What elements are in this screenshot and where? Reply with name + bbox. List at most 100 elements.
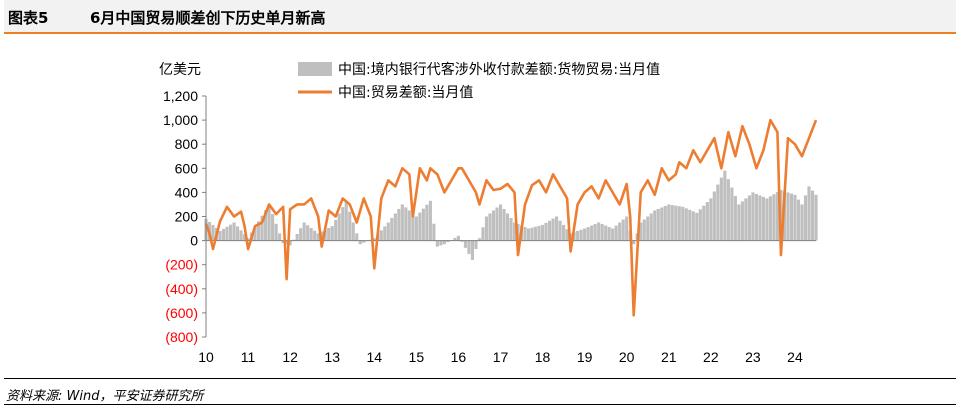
bar [393,213,397,241]
bar [383,226,387,241]
bar [747,195,751,241]
bar [281,240,285,244]
bar [242,234,247,241]
bar [663,205,667,241]
bar [677,206,681,241]
x-tick-label: 22 [703,349,719,365]
y-tick-label: 1,200 [163,88,198,104]
y-tick-label: (600) [165,305,198,321]
bar [772,194,776,241]
bar [316,233,320,241]
y-axis-ticks: 1,200 1,000 800 600 400 200 0 (200) (400) (600) (8… [163,88,206,345]
x-tick-label: 18 [535,349,551,365]
bar [579,229,583,241]
bar [562,224,566,241]
figure-header: 图表5 6月中国贸易顺差创下历史单月新高 [4,0,956,34]
bar [688,209,692,241]
bar [432,223,436,241]
bar [737,204,741,241]
bar-series-group [204,170,818,260]
bar [726,179,730,241]
bar [660,207,664,241]
bar [239,230,243,241]
bar [225,226,229,241]
bar [484,216,489,241]
bar [810,190,815,241]
bar [442,240,446,245]
y-tick-label: 1,000 [163,112,198,128]
bar [621,219,625,241]
bar [709,198,713,241]
x-tick-label: 24 [787,349,803,365]
bar [656,208,660,241]
bar [526,228,531,241]
bar [593,224,597,241]
bar [544,222,548,241]
y-tick-label: 200 [175,209,199,225]
y-axis-unit-label: 亿美元 [159,62,201,78]
bar [512,222,517,241]
bar [404,207,408,241]
bar [372,238,376,241]
bar [260,215,264,241]
y-tick-label: 0 [190,233,198,249]
bar [453,237,457,241]
line-series [204,118,818,317]
x-axis-ticks: 10 11 12 13 14 15 16 17 18 19 20 21 22 23 24 [198,349,803,365]
bar [614,225,618,241]
bar [257,221,261,241]
bar [502,208,506,241]
bar [330,226,334,241]
bar [418,212,422,241]
bar [649,213,653,241]
bar [313,230,317,241]
x-tick-label: 20 [619,349,635,365]
bar [625,216,629,241]
bar [807,186,811,241]
bar [390,218,394,241]
bar [537,225,541,241]
bar [232,222,236,241]
trade-balance-chart: 1,200 1,000 800 600 400 200 0 (200) (400) (600) (8… [159,61,818,365]
bar [498,204,503,241]
bar [639,222,643,241]
bar [351,222,355,241]
legend-line-label: 中国:贸易差额:当月值 [338,85,473,101]
bar [653,210,657,241]
bar [758,195,762,241]
bar [288,240,292,246]
bar [558,220,562,241]
bar [786,192,790,241]
bar [530,227,534,241]
bar [751,192,755,241]
x-tick-label: 14 [366,349,382,365]
bar [414,216,418,241]
bar [228,224,233,241]
bar [285,240,289,245]
bar [523,227,527,241]
bar [474,240,478,250]
bar [253,226,257,241]
bar [358,240,362,245]
bar [547,220,552,241]
figure-title: 6月中国贸易顺差创下历史单月新高 [90,9,326,27]
bar [379,230,383,241]
bar [341,207,345,241]
bar [271,214,275,241]
bar [670,205,674,241]
bar [411,213,415,241]
bar [235,226,240,241]
bar [646,216,650,241]
bar [362,240,366,243]
y-tick-label: (400) [165,281,198,297]
bar [211,224,215,241]
bar [246,238,250,241]
bar [674,205,678,241]
bar [428,200,432,241]
bar [302,222,306,241]
legend-bar-label: 中国:境内银行代客涉外收付款差额:货物贸易:当月值 [338,61,660,78]
bar [586,227,590,241]
bar [278,233,282,241]
x-tick-label: 19 [577,349,593,365]
bar [467,240,471,254]
